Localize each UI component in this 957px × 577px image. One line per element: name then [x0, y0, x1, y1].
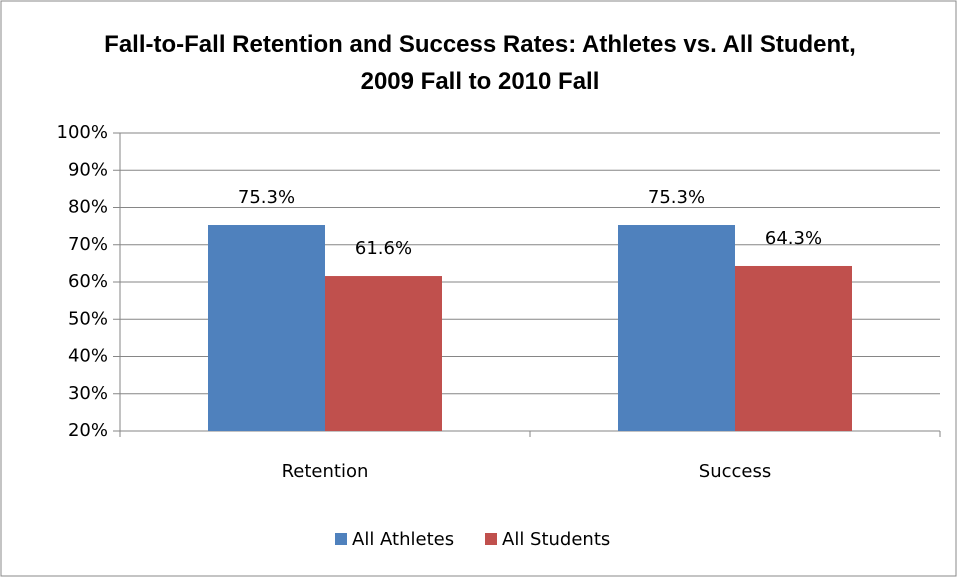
value-label: 75.3% [648, 187, 705, 208]
x-tick-label: Retention [282, 461, 369, 482]
chart-title: Fall-to-Fall Retention and Success Rates… [104, 31, 856, 95]
legend-swatch [335, 533, 347, 545]
x-tick-label: Success [699, 461, 771, 482]
legend-swatch [485, 533, 497, 545]
bar [618, 225, 735, 431]
y-tick-label: 100% [57, 122, 108, 143]
legend-label: All Athletes [352, 529, 454, 550]
y-tick-label: 50% [68, 308, 108, 329]
bar [208, 225, 325, 431]
value-label: 61.6% [355, 238, 412, 259]
value-label: 75.3% [238, 187, 295, 208]
y-tick-label: 70% [68, 234, 108, 255]
y-tick-label: 30% [68, 383, 108, 404]
bar [735, 265, 852, 431]
y-tick-label: 40% [68, 346, 108, 367]
value-label: 64.3% [765, 228, 822, 249]
legend-label: All Students [502, 529, 610, 550]
y-tick-label: 20% [68, 420, 108, 441]
y-tick-label: 60% [68, 271, 108, 292]
y-tick-label: 80% [68, 197, 108, 218]
y-tick-label: 90% [68, 159, 108, 180]
bar [325, 276, 442, 431]
